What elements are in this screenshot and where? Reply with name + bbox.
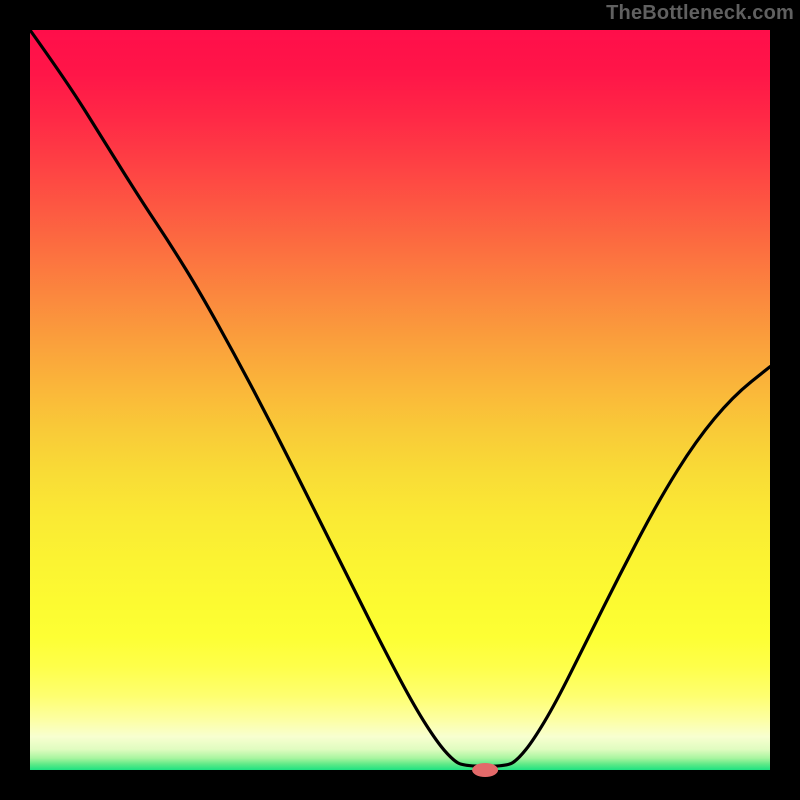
bottleneck-chart — [0, 0, 800, 800]
chart-container: TheBottleneck.com — [0, 0, 800, 800]
watermark-text: TheBottleneck.com — [606, 2, 794, 25]
optimal-marker — [472, 763, 498, 777]
plot-background — [30, 30, 770, 770]
